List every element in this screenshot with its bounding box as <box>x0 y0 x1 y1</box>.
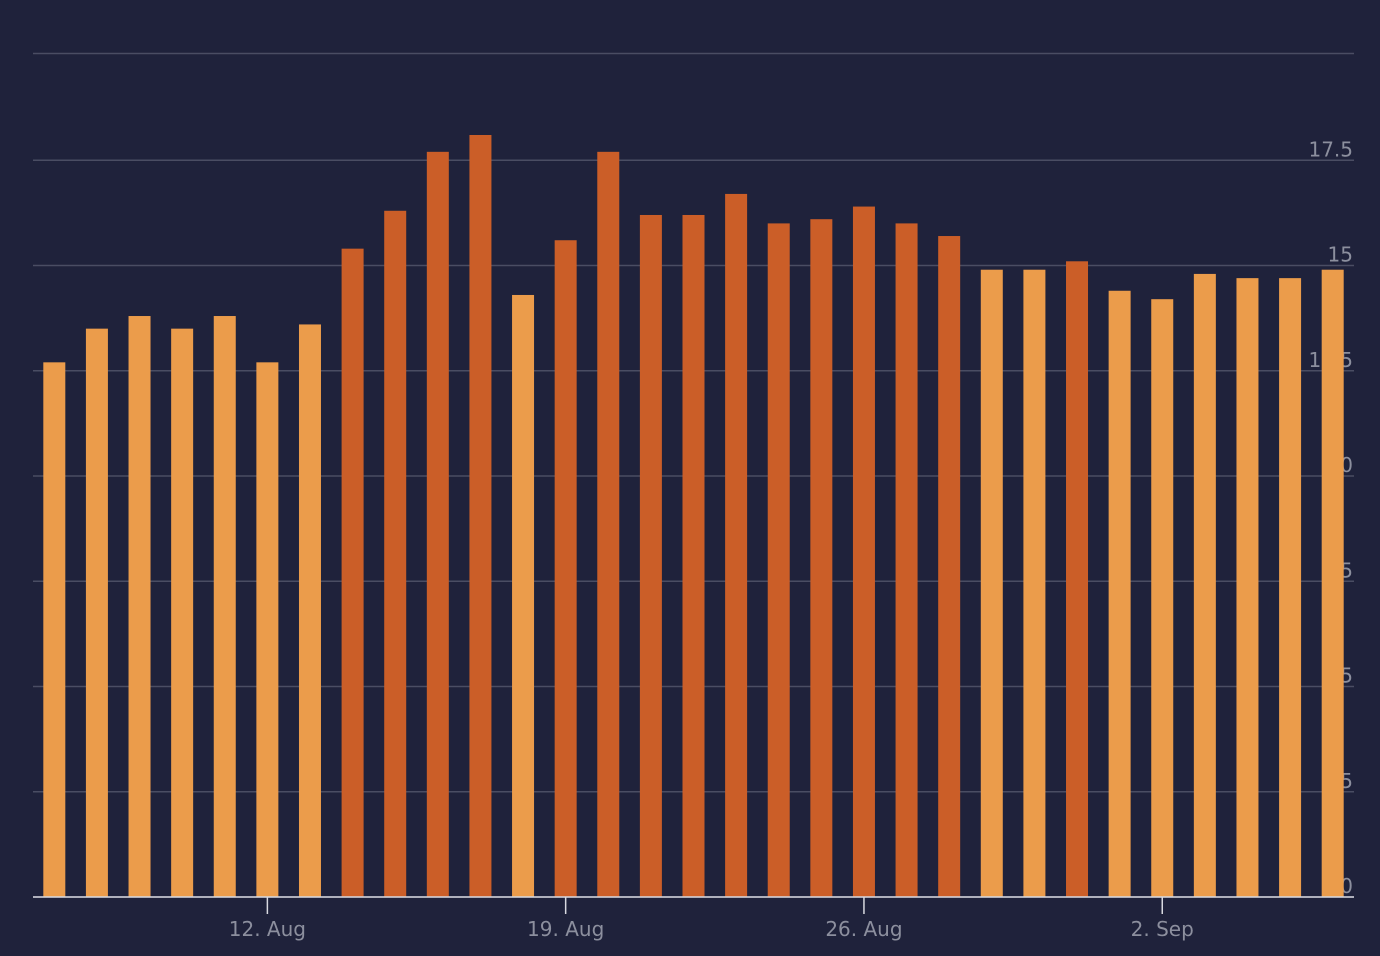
bar <box>1023 269 1046 898</box>
bar <box>128 316 151 897</box>
bar <box>725 193 748 897</box>
bar <box>512 294 535 898</box>
x-tick-label: 12. Aug <box>229 917 306 941</box>
bar <box>1279 278 1302 897</box>
bar <box>384 210 407 897</box>
bar <box>980 269 1003 898</box>
y-tick-label: 17.5 <box>1308 137 1353 161</box>
y-tick-label: 15 <box>1328 243 1353 267</box>
bar <box>171 328 194 897</box>
bar <box>1193 273 1216 897</box>
bar <box>1066 261 1089 897</box>
bar <box>767 223 790 897</box>
bar <box>426 151 449 897</box>
bar <box>1108 290 1131 897</box>
bar <box>597 151 620 897</box>
bar <box>554 240 577 898</box>
bar <box>682 214 705 898</box>
bar <box>341 248 364 897</box>
bar <box>43 362 66 898</box>
bar <box>1321 269 1344 898</box>
bar <box>85 328 108 897</box>
bar <box>256 362 279 898</box>
x-tick-label: 19. Aug <box>527 917 604 941</box>
bar <box>895 223 918 897</box>
bar <box>213 316 236 897</box>
bar <box>810 219 833 897</box>
x-tick-label: 2. Sep <box>1131 917 1194 941</box>
bar <box>938 236 961 897</box>
bar <box>1236 278 1259 897</box>
bar <box>852 206 875 897</box>
x-tick-label: 26. Aug <box>825 917 902 941</box>
bar <box>469 134 492 898</box>
bar <box>639 214 662 898</box>
bar <box>298 324 321 897</box>
bar <box>1151 299 1174 897</box>
